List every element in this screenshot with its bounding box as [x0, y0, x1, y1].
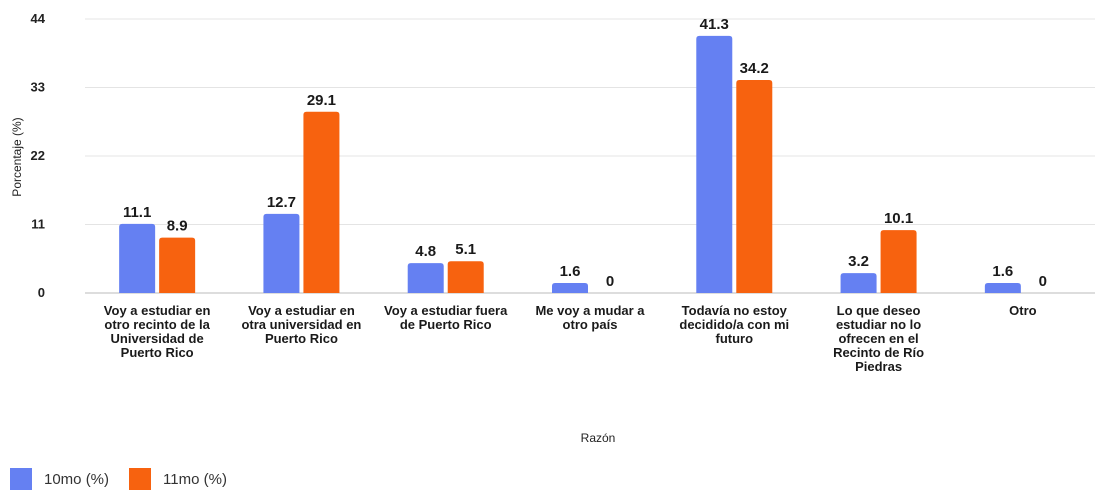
x-category-label: Lo que deseo estudiar no lo ofrecen en el R… [833, 303, 924, 374]
legend: 10mo (%) 11mo (%) [10, 468, 227, 490]
bar[interactable] [303, 111, 340, 293]
y-tick-label: 44 [31, 11, 46, 26]
data-label: 8.9 [167, 218, 188, 235]
legend-swatch-11mo [129, 468, 152, 490]
bar[interactable] [447, 261, 484, 293]
data-label: 3.2 [848, 253, 869, 270]
data-label: 5.1 [455, 241, 476, 258]
y-tick-label: 11 [31, 217, 45, 232]
x-category-label: Voy a estudiar en otro recinto de la Unive… [104, 303, 211, 360]
data-label: 10.1 [884, 210, 913, 227]
x-category-label: Todavía no estoy decidido/a con mi futuro [679, 303, 789, 346]
data-label: 12.7 [267, 194, 296, 211]
bar[interactable] [552, 283, 588, 293]
bar[interactable] [407, 263, 444, 293]
x-category-label: Otro [1009, 303, 1037, 318]
y-tick-label: 22 [31, 148, 45, 163]
legend-item-11mo[interactable]: 11mo (%) [129, 468, 227, 490]
bar[interactable] [840, 273, 877, 293]
bar[interactable] [696, 35, 733, 294]
bar[interactable] [880, 230, 917, 293]
data-label: 0 [1039, 273, 1047, 290]
data-label: 1.6 [560, 263, 581, 280]
y-axis-ticks: 0 11 22 33 44 [31, 11, 46, 300]
y-axis-title: Porcentaje (%) [10, 117, 24, 196]
y-tick-label: 0 [38, 285, 45, 300]
data-label: 1.6 [992, 263, 1013, 280]
y-tick-label: 33 [31, 80, 45, 95]
data-label: 29.1 [307, 92, 336, 109]
legend-label-10mo: 10mo (%) [44, 470, 110, 488]
bar[interactable] [736, 80, 773, 293]
data-labels: 11.1 8.9 12.7 29.1 4.8 5.1 1.6 0 41.3 34.2 3.2 10.1… [123, 16, 1047, 290]
gridlines [85, 18, 1095, 294]
x-axis-title: Razón [581, 431, 616, 445]
bar[interactable] [119, 223, 156, 293]
data-label: 4.8 [415, 243, 436, 260]
x-axis-categories: Voy a estudiar en otro recinto de la Unive… [104, 303, 1037, 374]
x-category-label: Voy a estudiar fuera de Puerto Rico [384, 303, 508, 332]
bar[interactable] [159, 237, 196, 293]
data-label: 41.3 [700, 16, 729, 33]
bars [119, 35, 1021, 294]
x-category-label: Voy a estudiar en otra universidad en Puer… [241, 303, 361, 346]
legend-swatch-10mo [10, 468, 32, 490]
bar[interactable] [263, 213, 300, 293]
legend-item-10mo[interactable]: 10mo (%) [10, 468, 109, 490]
bar[interactable] [984, 283, 1021, 293]
x-category-label: Me voy a mudar a otro país [535, 303, 645, 332]
data-label: 34.2 [740, 60, 769, 77]
legend-label-11mo: 11mo (%) [163, 470, 227, 488]
data-label: 11.1 [123, 204, 151, 221]
data-label: 0 [606, 273, 614, 290]
